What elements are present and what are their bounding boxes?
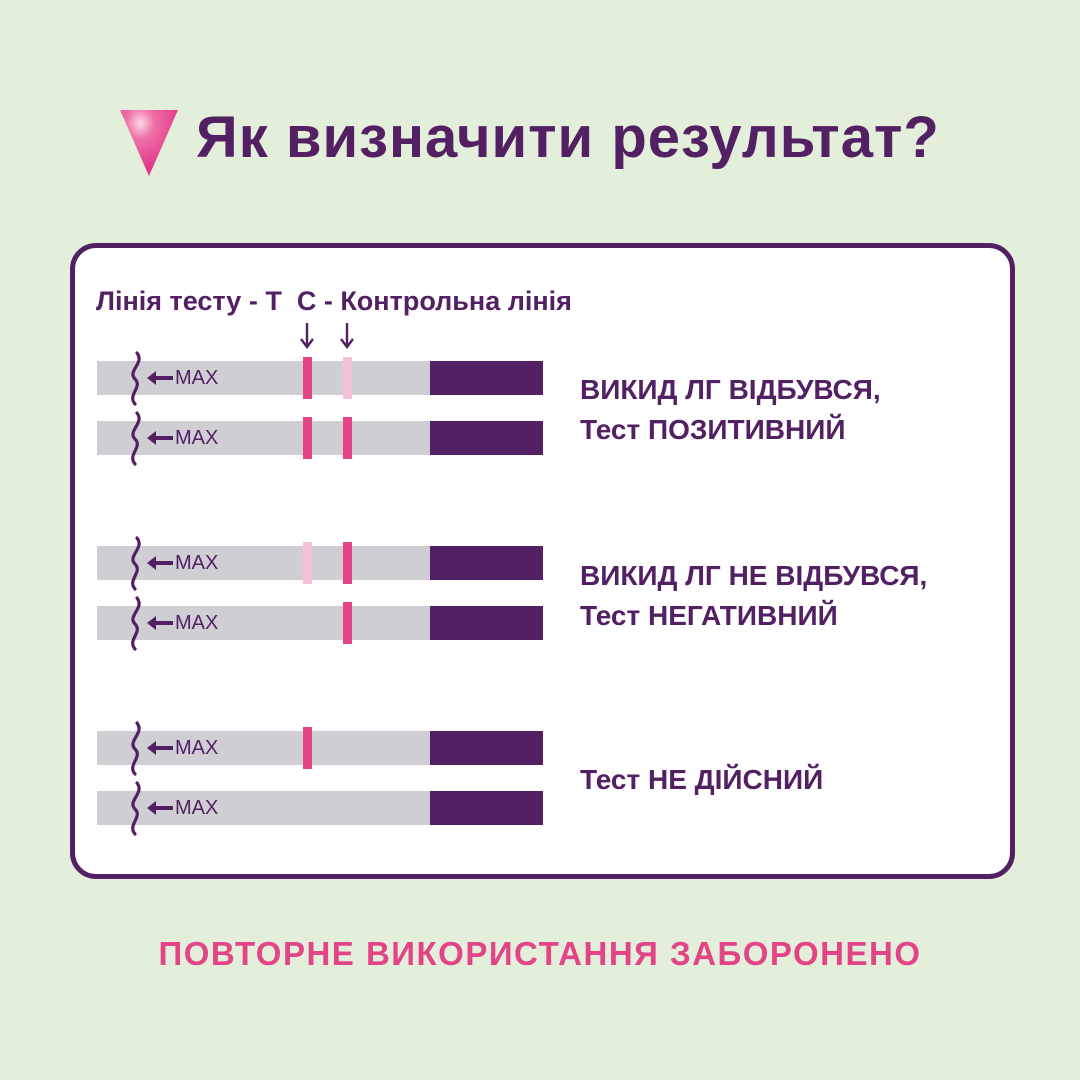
control-line-band-strong [343,417,352,459]
footer-warning: ПОВТОРНЕ ВИКОРИСТАННЯ ЗАБОРОНЕНО [158,935,922,972]
test-line-band-strong [303,357,312,399]
strip-handle [430,361,543,395]
control-line-band-strong [343,602,352,644]
wave-mark-icon [131,411,141,466]
result-invalid: Тест НЕ ДІЙСНИЙ [580,760,823,800]
max-label: MAX [175,552,219,574]
arrow-left-icon [147,431,173,445]
result-negative: ВИКИД ЛГ НЕ ВІДБУВСЯ, Тест НЕГАТИВНИЙ [580,556,927,636]
test-strip-negative-1: MAX [97,536,543,591]
result-negative-line1: ВИКИД ЛГ НЕ ВІДБУВСЯ, [580,560,928,591]
strip-handle [430,791,543,825]
strip-handle [430,606,543,640]
arrow-left-icon [147,371,173,385]
wave-mark-icon [131,596,141,651]
arrow-left-icon [147,801,173,815]
test-line-band-strong [303,727,312,769]
result-positive-line1: ВИКИД ЛГ ВІДБУВСЯ, [580,374,881,405]
pink-triangle-icon [120,110,178,176]
arrow-down-icon-control [340,323,354,349]
max-label: MAX [175,737,219,759]
test-strip-positive-2: MAX [97,411,543,466]
wave-mark-icon [131,781,141,836]
result-invalid-line1: Тест НЕ ДІЙСНИЙ [580,764,824,795]
result-positive-line2: Тест ПОЗИТИВНИЙ [580,414,846,445]
max-label: MAX [175,367,219,389]
result-negative-line2: Тест НЕГАТИВНИЙ [580,600,838,631]
result-positive: ВИКИД ЛГ ВІДБУВСЯ, Тест ПОЗИТИВНИЙ [580,370,881,450]
test-strip-invalid-1: MAX [97,721,543,776]
test-line-band-strong [303,417,312,459]
legend-control-line: C - Контрольна лінія [296,286,572,316]
legend-test-line: Лінія тесту - T [96,286,282,316]
test-strip-negative-2: MAX [97,596,543,651]
strip-handle [430,421,543,455]
test-line-band-faint [303,542,312,584]
control-line-band-faint [343,357,352,399]
strip-handle [430,546,543,580]
arrow-down-icon-test [300,323,314,349]
legend: Лінія тесту - T C - Контрольна лінія [96,286,572,317]
strip-handle [430,731,543,765]
page-title: Як визначити результат? [196,105,940,170]
max-label: MAX [175,427,219,449]
arrow-left-icon [147,556,173,570]
arrow-left-icon [147,741,173,755]
wave-mark-icon [131,536,141,591]
max-label: MAX [175,612,219,634]
max-label: MAX [175,797,219,819]
header: Як визначити результат? [0,0,1080,240]
arrow-left-icon [147,616,173,630]
wave-mark-icon [131,721,141,776]
test-strip-invalid-2: MAX [97,781,543,836]
control-line-band-strong [343,542,352,584]
test-strip-positive-1: MAX [97,351,543,406]
wave-mark-icon [131,351,141,406]
